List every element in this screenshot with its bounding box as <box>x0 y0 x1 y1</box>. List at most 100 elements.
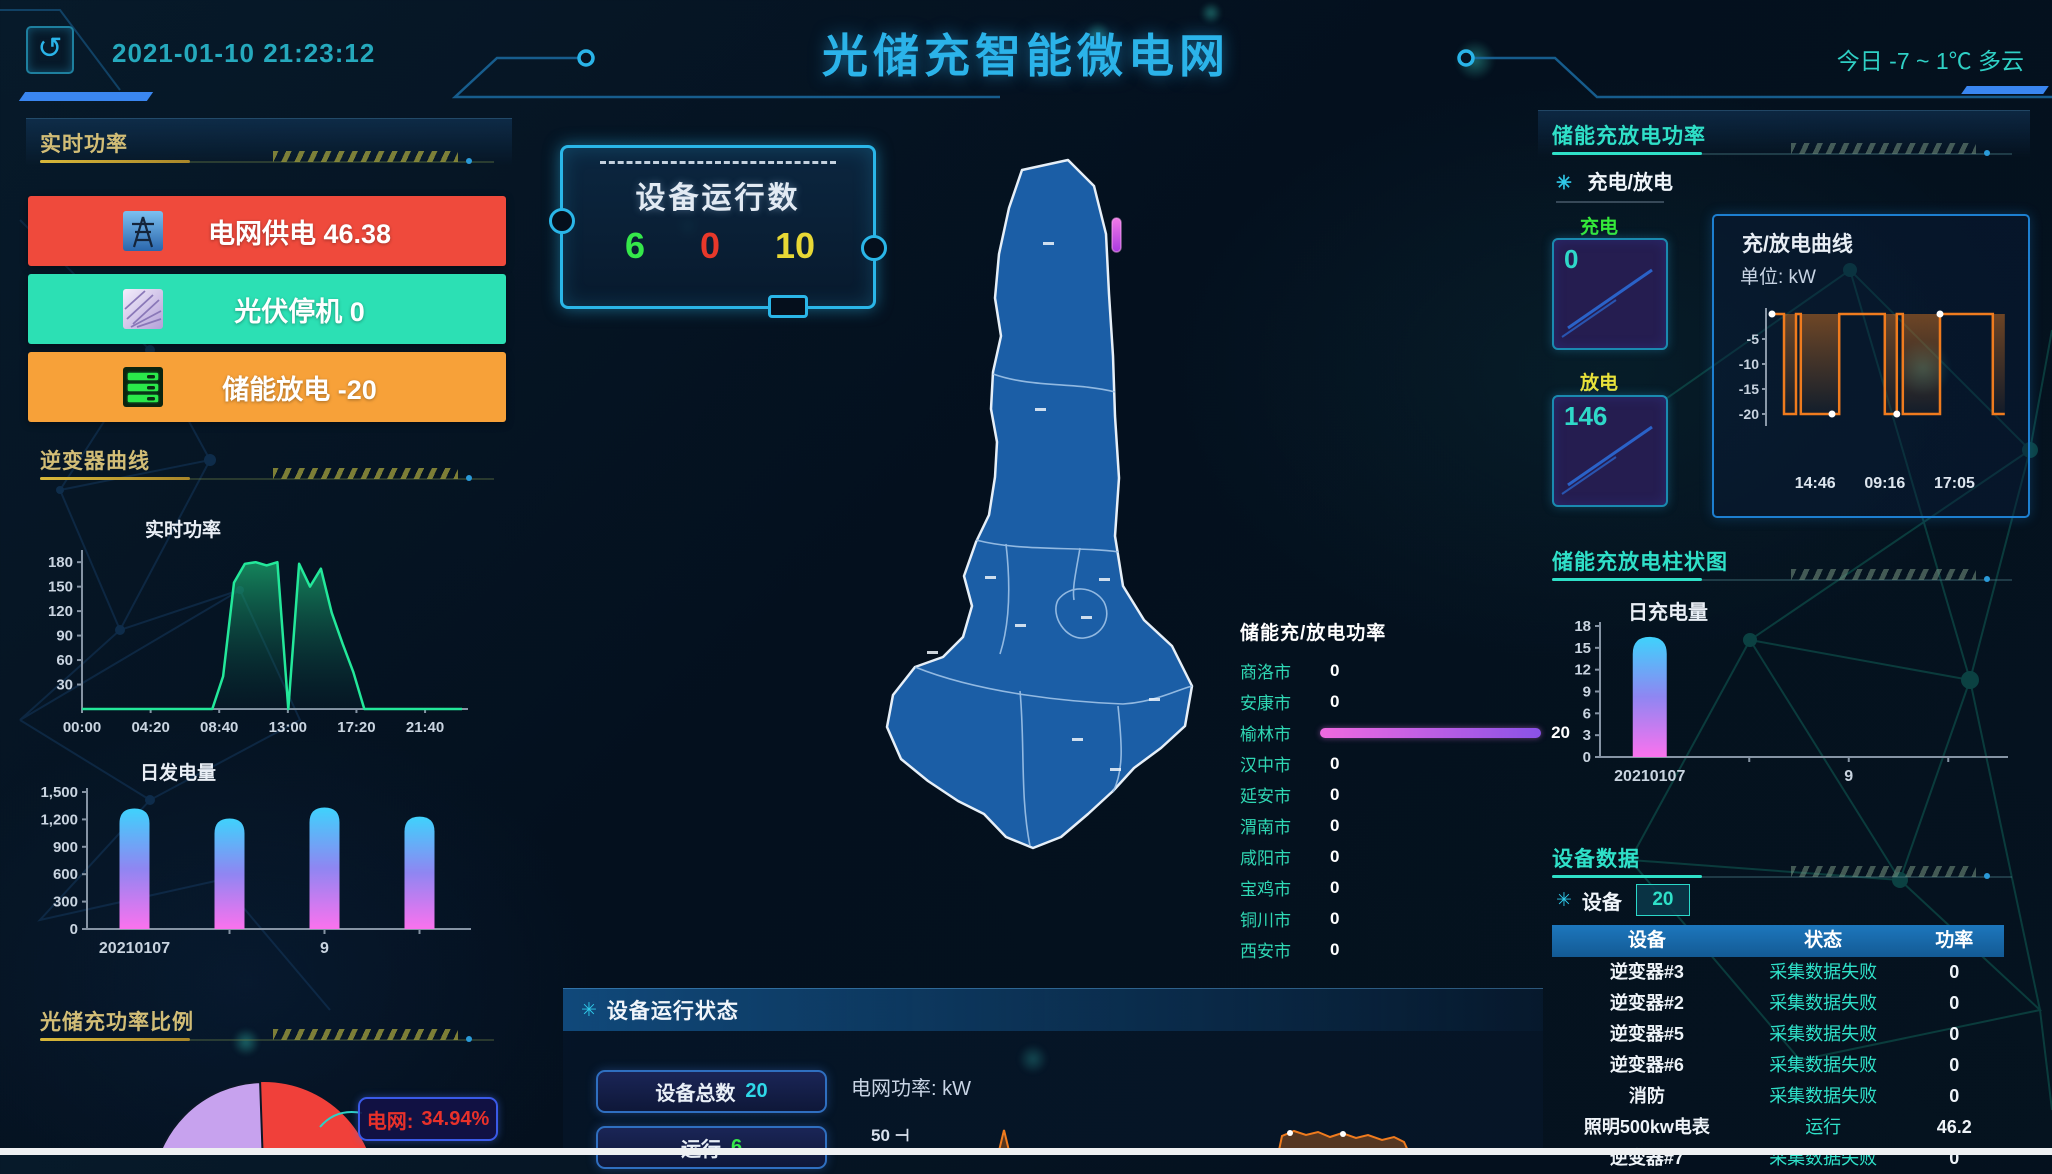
svg-text:120: 120 <box>48 603 73 620</box>
city-power-row: 铜川市 0 <box>1240 903 1570 934</box>
city-power-row: 咸阳市 0 <box>1240 841 1570 872</box>
device-total-button[interactable]: 设备总数 20 <box>596 1070 827 1113</box>
glow-dot <box>1085 22 1111 48</box>
badge-title: 设备运行数 <box>635 182 801 215</box>
section-inverter-curves: 逆变器曲线 <box>40 445 506 495</box>
discharge-value-box: 146 <box>1552 395 1668 507</box>
panel-title: 设备运行状态 <box>606 1000 739 1023</box>
hatch-decoration <box>1791 866 1976 877</box>
city-power-row: 榆林市 20 <box>1240 717 1570 748</box>
svg-text:6: 6 <box>1583 705 1591 722</box>
city-value: 0 <box>1330 784 1340 804</box>
badge-notch <box>767 295 808 318</box>
hatch-decoration <box>273 1029 458 1040</box>
city-power-row: 渭南市 0 <box>1240 810 1570 841</box>
chart-title-daily-generation: 日发电量 <box>140 763 217 784</box>
section-power-ratio: 光储充功率比例 <box>40 1006 506 1056</box>
curve-box-title: 充/放电曲线 <box>1742 233 1853 256</box>
svg-text:60: 60 <box>56 652 73 669</box>
section-realtime-power: 实时功率 <box>26 118 512 178</box>
grid-power-ytick: 50 ⊣ <box>871 1126 910 1145</box>
svg-text:0: 0 <box>70 921 78 938</box>
solar-panel-icon <box>123 289 163 329</box>
svg-text:9: 9 <box>320 940 329 957</box>
stat-label: 光伏停机 0 <box>234 296 365 327</box>
device-running-count-badge: 设备运行数 6 0 10 <box>549 145 887 318</box>
svg-text:9: 9 <box>1583 684 1591 701</box>
device-count-badge: 20 <box>1635 884 1690 916</box>
section-title: 储能充放电柱状图 <box>1552 551 1728 574</box>
pie-tooltip-value: 34.94% <box>421 1107 490 1130</box>
snowflake-icon: ✳ <box>581 999 597 1021</box>
city-name: 商洛市 <box>1240 663 1291 682</box>
svg-text:21:40: 21:40 <box>406 719 444 736</box>
city-power-list-title: 储能充/放电功率 <box>1240 623 1387 644</box>
city-power-row: 安康市 0 <box>1240 686 1570 717</box>
city-power-bar <box>1319 727 1542 738</box>
device-count-label: 设备 <box>1581 891 1622 914</box>
city-power-row: 汉中市 0 <box>1240 748 1570 779</box>
section-title: 储能充放电功率 <box>1552 125 1706 148</box>
back-button[interactable]: ↺ <box>26 26 74 74</box>
svg-text:04:20: 04:20 <box>131 719 169 736</box>
city-value: 0 <box>1330 691 1340 711</box>
svg-text:150: 150 <box>48 579 73 596</box>
snowflake-icon: ✳ <box>1556 173 1572 194</box>
svg-text:20210107: 20210107 <box>1614 768 1685 785</box>
header-weather: 今日 -7 ~ 1℃ 多云 <box>1836 48 2024 74</box>
city-value: 0 <box>1330 846 1340 866</box>
svg-text:18: 18 <box>1574 618 1591 635</box>
col-device: 设备 <box>1627 930 1666 951</box>
section-device-data: 设备数据 <box>1552 843 2024 893</box>
table-row: 逆变器#3 采集数据失败 0 <box>1609 962 1960 982</box>
svg-text:08:40: 08:40 <box>200 719 238 736</box>
svg-text:600: 600 <box>53 866 78 883</box>
grid-power-chart-label: 电网功率: kW <box>851 1078 971 1100</box>
shaanxi-province-map[interactable] <box>872 148 1238 918</box>
device-status-panel-header: ✳ 设备运行状态 <box>563 988 1543 1031</box>
chart-title-realtime-power: 实时功率 <box>145 520 222 541</box>
svg-text:900: 900 <box>53 839 78 856</box>
svg-text:09:16: 09:16 <box>1864 475 1905 492</box>
discharge-sparkline <box>1561 425 1653 495</box>
city-name: 安康市 <box>1240 694 1291 713</box>
pie-tooltip-connector <box>319 1111 363 1128</box>
charge-value-box: 0 <box>1552 238 1668 350</box>
section-title: 光储充功率比例 <box>40 1011 194 1034</box>
col-power: 功率 <box>1935 930 1974 951</box>
svg-text:9: 9 <box>1844 768 1853 785</box>
button-label: 设备总数 <box>655 1083 736 1105</box>
city-name: 铜川市 <box>1240 911 1291 930</box>
device-table: 设备 状态 功率 逆变器#3 采集数据失败 0 逆变器#2 采集数据失败 0 逆变器#5… <box>1552 925 2004 1174</box>
header-corner-bar-left <box>18 92 154 101</box>
button-value: 20 <box>745 1080 768 1102</box>
pie-tooltip: 电网: 34.94% <box>358 1097 498 1141</box>
realtime-power-area-chart: 30 60 90 120 150 180 00:00 04:20 08:40 13:00 17:20… <box>48 550 468 736</box>
svg-text:300: 300 <box>53 894 78 911</box>
city-power-row: 商洛市 0 <box>1240 655 1570 686</box>
device-status-panel: ✳ 设备运行状态 设备总数 20 运行 6 电网功率: kW 50 ⊣ <box>563 988 1543 1169</box>
svg-text:00:00: 00:00 <box>63 719 101 736</box>
hatch-decoration <box>273 151 458 162</box>
section-title: 逆变器曲线 <box>40 450 150 473</box>
svg-text:1,500: 1,500 <box>40 784 78 801</box>
svg-text:90: 90 <box>56 628 73 645</box>
glow-dot <box>232 1028 260 1056</box>
charge-sparkline <box>1561 268 1653 338</box>
header-decoration-lines <box>0 9 2052 99</box>
snowflake-icon: ✳ <box>1556 889 1572 911</box>
city-power-row: 宝鸡市 0 <box>1240 872 1570 903</box>
table-row: 逆变器#6 采集数据失败 0 <box>1609 1055 1960 1075</box>
svg-text:14:46: 14:46 <box>1795 475 1836 492</box>
stat-bar-grid-supply: 电网供电 46.38 <box>28 196 506 266</box>
city-label-marks <box>927 242 1160 771</box>
svg-text:20210107: 20210107 <box>99 940 170 957</box>
city-value: 0 <box>1330 660 1340 680</box>
charge-value: 0 <box>1564 244 1579 274</box>
map-marker-yulin[interactable] <box>1111 217 1122 253</box>
city-name: 咸阳市 <box>1240 849 1291 868</box>
device-table-header: 设备 状态 功率 <box>1552 925 2004 957</box>
badge-dashed-line <box>600 161 836 164</box>
daily-charge-bar-chart: 0 3 6 9 12 15 18 20210107 9 <box>1574 618 2008 785</box>
svg-text:17:05: 17:05 <box>1934 475 1975 492</box>
